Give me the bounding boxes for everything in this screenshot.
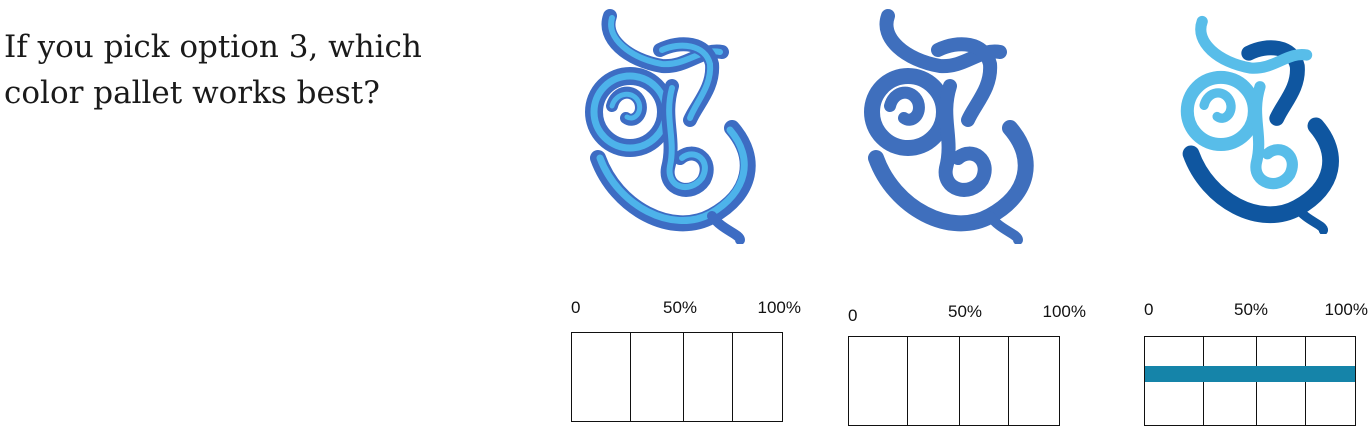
scale-max-label: 100% [757, 298, 801, 317]
question-text: If you pick option 3, which color pallet… [4, 29, 422, 111]
poll-option-1: 0 50% 100% [571, 298, 801, 422]
poll-fill [1145, 366, 1355, 382]
logo-option-2[interactable] [850, 8, 1050, 244]
logo-option-1[interactable] [572, 8, 772, 244]
poll-scale: 0 50% 100% [848, 302, 1086, 326]
logo-option-3[interactable] [1160, 14, 1360, 234]
scale-min-label: 0 [848, 306, 858, 325]
poll-option-2: 0 50% 100% [848, 302, 1086, 426]
bar-divider [1008, 337, 1009, 425]
bar-divider [732, 333, 733, 421]
bar-divider [630, 333, 631, 421]
scale-mid-label: 50% [1234, 300, 1269, 319]
bar-divider [683, 333, 684, 421]
poll-scale: 0 50% 100% [1144, 300, 1368, 326]
poll-bar [1144, 336, 1356, 426]
scale-max-label: 100% [1042, 302, 1086, 321]
scale-mid-label: 50% [663, 298, 698, 317]
poll-bar [848, 336, 1060, 426]
poll-scale: 0 50% 100% [571, 298, 801, 322]
scale-max-label: 100% [1324, 300, 1368, 319]
poll-bar [571, 332, 783, 422]
scale-min-label: 0 [571, 298, 581, 317]
bar-divider [959, 337, 960, 425]
scale-mid-label: 50% [948, 302, 983, 321]
scale-min-label: 0 [1144, 300, 1154, 319]
poll-option-3: 0 50% 100% [1144, 300, 1368, 426]
bar-divider [907, 337, 908, 425]
